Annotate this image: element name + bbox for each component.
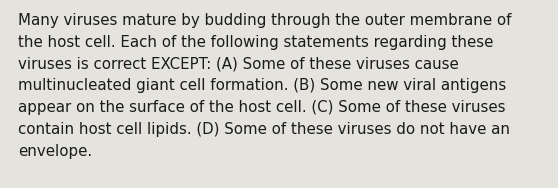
Text: appear on the surface of the host cell. (C) Some of these viruses: appear on the surface of the host cell. … (18, 100, 506, 115)
Text: multinucleated giant cell formation. (B) Some new viral antigens: multinucleated giant cell formation. (B)… (18, 78, 506, 93)
Text: envelope.: envelope. (18, 144, 92, 159)
Text: the host cell. Each of the following statements regarding these: the host cell. Each of the following sta… (18, 35, 493, 50)
Text: viruses is correct EXCEPT: (A) Some of these viruses cause: viruses is correct EXCEPT: (A) Some of t… (18, 57, 459, 72)
Text: Many viruses mature by budding through the outer membrane of: Many viruses mature by budding through t… (18, 13, 512, 28)
Text: contain host cell lipids. (D) Some of these viruses do not have an: contain host cell lipids. (D) Some of th… (18, 122, 510, 137)
